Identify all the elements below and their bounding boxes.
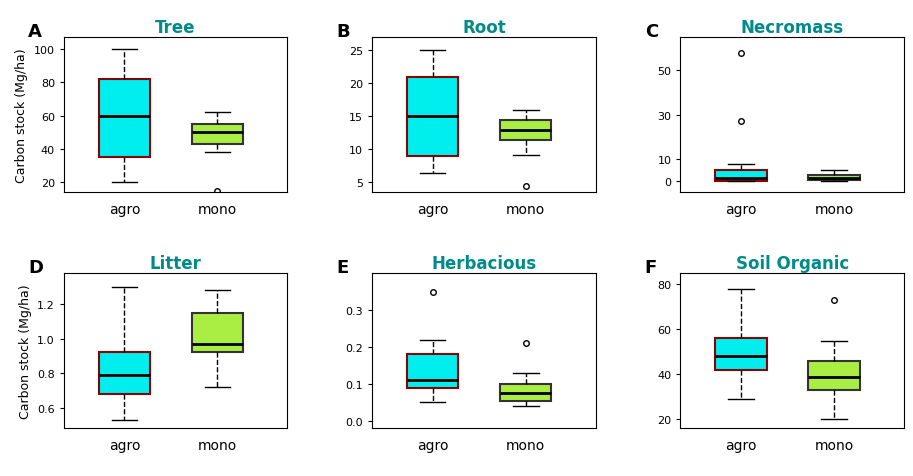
Text: D: D <box>28 258 43 276</box>
Text: E: E <box>337 258 349 276</box>
PathPatch shape <box>99 353 150 394</box>
Y-axis label: Carbon stock (Mg/ha): Carbon stock (Mg/ha) <box>18 284 32 418</box>
Title: Litter: Litter <box>150 254 202 272</box>
PathPatch shape <box>407 78 458 157</box>
PathPatch shape <box>407 355 458 388</box>
PathPatch shape <box>192 313 243 353</box>
PathPatch shape <box>716 338 767 370</box>
Title: Herbacious: Herbacious <box>431 254 537 272</box>
Title: Tree: Tree <box>155 19 196 37</box>
Text: B: B <box>337 22 350 40</box>
Title: Root: Root <box>462 19 506 37</box>
PathPatch shape <box>192 125 243 145</box>
PathPatch shape <box>500 120 551 140</box>
Title: Necromass: Necromass <box>740 19 844 37</box>
PathPatch shape <box>99 79 150 158</box>
Y-axis label: Carbon stock (Mg/ha): Carbon stock (Mg/ha) <box>16 49 28 183</box>
PathPatch shape <box>809 175 860 181</box>
PathPatch shape <box>500 384 551 401</box>
PathPatch shape <box>716 171 767 182</box>
Text: C: C <box>645 22 658 40</box>
Text: A: A <box>28 22 42 40</box>
Text: F: F <box>645 258 657 276</box>
Title: Soil Organic: Soil Organic <box>736 254 849 272</box>
PathPatch shape <box>809 361 860 390</box>
